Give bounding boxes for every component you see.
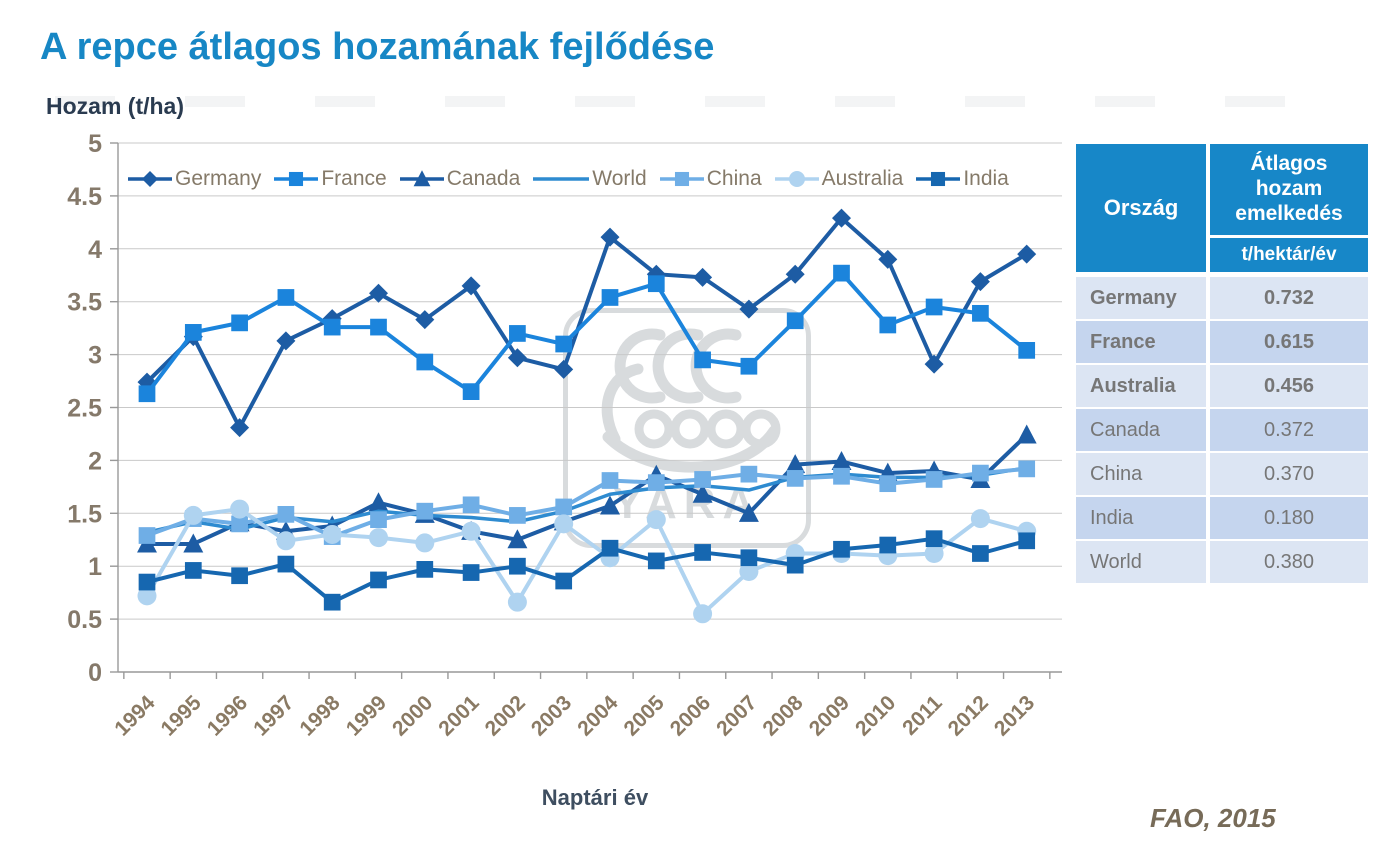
country-cell: Germany [1076, 277, 1206, 319]
series-china [138, 460, 1036, 545]
series-australia [137, 499, 1037, 624]
svg-text:1999: 1999 [342, 691, 391, 740]
axes [110, 142, 1062, 679]
source-label: FAO, 2015 [1150, 803, 1276, 833]
country-cell: Canada [1076, 409, 1206, 451]
svg-text:5: 5 [88, 130, 102, 158]
svg-text:0.5: 0.5 [67, 606, 102, 634]
legend-triangle-icon [399, 170, 444, 187]
value-cell: 0.615 [1210, 321, 1368, 363]
svg-text:2013: 2013 [990, 691, 1039, 740]
svg-text:2008: 2008 [758, 691, 808, 741]
legend-line-icon [533, 177, 590, 181]
value-cell: 0.372 [1210, 409, 1368, 451]
value-cell: 0.732 [1210, 277, 1368, 319]
series-france [138, 264, 1036, 403]
country-cell: Australia [1076, 365, 1206, 407]
table-body: Germany 0.732 France 0.615 Australia 0.456 Can… [1076, 277, 1368, 583]
svg-text:1.5: 1.5 [67, 500, 102, 528]
country-cell: World [1076, 541, 1206, 583]
svg-text:2005: 2005 [620, 691, 670, 741]
svg-text:2004: 2004 [573, 691, 623, 741]
table-header-right: Átlagos hozam emelkedés t/hektár/év [1210, 144, 1368, 272]
table-row-china: China 0.370 [1076, 453, 1368, 495]
svg-text:1995: 1995 [157, 691, 207, 741]
country-cell: France [1076, 321, 1206, 363]
legend-label: Canada [446, 167, 521, 190]
svg-text:4.5: 4.5 [67, 183, 102, 211]
legend: Germany France Canada World China Australia In… [127, 164, 1069, 194]
legend-label: Australia [821, 167, 904, 190]
svg-text:2001: 2001 [434, 691, 484, 741]
legend-circle-icon [774, 171, 819, 187]
table-header-unit: t/hektár/év [1210, 238, 1368, 272]
legend-item-china: China [659, 167, 762, 191]
y-axis-tick-labels: 0 0.5 1 1.5 2 2.5 3 3.5 4 4.5 5 [67, 130, 102, 687]
value-cell: 0.370 [1210, 453, 1368, 495]
svg-text:2003: 2003 [527, 691, 576, 740]
svg-text:2.5: 2.5 [67, 395, 102, 423]
svg-text:2009: 2009 [805, 691, 854, 740]
svg-text:1: 1 [88, 553, 102, 581]
legend-square-icon [916, 171, 961, 187]
value-cell: 0.380 [1210, 541, 1368, 583]
svg-text:2000: 2000 [388, 691, 437, 740]
x-axis-title: Naptári év [541, 785, 649, 810]
svg-text:2007: 2007 [712, 691, 761, 740]
svg-text:2012: 2012 [944, 691, 993, 740]
svg-text:2010: 2010 [851, 691, 900, 740]
country-cell: India [1076, 497, 1206, 539]
summary-table: Ország Átlagos hozam emelkedés t/hektár/… [1076, 144, 1368, 583]
legend-label: World [592, 167, 647, 190]
legend-item-germany: Germany [127, 167, 261, 191]
legend-item-australia: Australia [774, 167, 904, 191]
table-row-australia: Australia 0.456 [1076, 365, 1368, 407]
value-cell: 0.456 [1210, 365, 1368, 407]
table-header: Ország Átlagos hozam emelkedés t/hektár/… [1076, 144, 1368, 272]
page-title: A repce átlagos hozamának fejlődése [40, 26, 715, 68]
legend-label: France [321, 167, 387, 190]
table-row-germany: Germany 0.732 [1076, 277, 1368, 319]
svg-text:4: 4 [88, 236, 102, 264]
legend-square-icon [659, 171, 704, 187]
svg-text:1997: 1997 [249, 691, 298, 740]
svg-text:1994: 1994 [110, 691, 160, 741]
svg-text:1998: 1998 [295, 691, 345, 741]
svg-text:2: 2 [88, 447, 102, 475]
legend-label: India [963, 167, 1009, 190]
svg-text:2011: 2011 [898, 691, 947, 740]
table-header-metric: Átlagos hozam emelkedés [1210, 144, 1368, 235]
table-row-india: India 0.180 [1076, 497, 1368, 539]
gridlines [118, 142, 1062, 620]
legend-label: China [706, 167, 762, 190]
table-header-country: Ország [1076, 144, 1206, 272]
legend-diamond-icon [128, 171, 172, 187]
svg-text:0: 0 [88, 659, 102, 687]
table-row-world: World 0.380 [1076, 541, 1368, 583]
country-cell: China [1076, 453, 1206, 495]
table-row-france: France 0.615 [1076, 321, 1368, 363]
scan-artifact [55, 96, 1305, 107]
table-row-canada: Canada 0.372 [1076, 409, 1368, 451]
y-axis-title: Hozam (t/ha) [46, 93, 184, 119]
svg-text:3: 3 [88, 342, 102, 370]
svg-text:3.5: 3.5 [67, 289, 102, 317]
legend-square-icon [274, 171, 319, 187]
legend-item-canada: Canada [399, 167, 521, 191]
legend-label: Germany [175, 167, 262, 190]
x-axis-tick-labels: 1994199519961997199819992000200120022003… [110, 691, 1039, 741]
series-india [138, 530, 1036, 611]
value-cell: 0.180 [1210, 497, 1368, 539]
legend-item-world: World [532, 167, 647, 191]
svg-text:1996: 1996 [203, 691, 252, 740]
svg-text:2006: 2006 [666, 691, 715, 740]
legend-item-india: India [915, 167, 1009, 191]
svg-text:2002: 2002 [481, 691, 530, 740]
legend-item-france: France [273, 167, 387, 191]
